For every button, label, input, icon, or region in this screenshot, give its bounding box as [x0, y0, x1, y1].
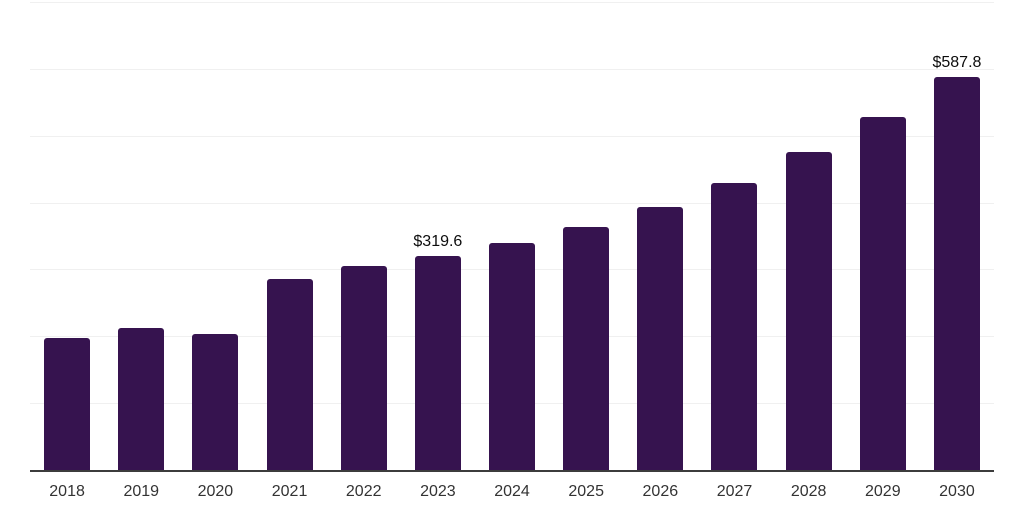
bar-2029 [859, 117, 906, 470]
bar-slot-2018 [30, 2, 104, 470]
x-tick-label-2019: 2019 [123, 483, 160, 500]
bar-2030 [933, 77, 980, 470]
bar-2026 [637, 207, 684, 470]
bar-2022 [340, 266, 387, 470]
bar-slot-2028 [772, 2, 846, 470]
bar-slot-2027 [697, 2, 771, 470]
bar-slot-2030: $587.8 [920, 2, 994, 470]
bar-2019 [118, 328, 165, 470]
plot-area: $319.6 $587.8 [30, 2, 994, 470]
x-tick-label-2018: 2018 [49, 483, 85, 500]
x-tick-label-2022: 2022 [345, 483, 382, 500]
bar-slot-2020 [178, 2, 252, 470]
x-tick-label-2028: 2028 [790, 483, 827, 500]
bar-2024 [489, 243, 536, 470]
gridline [30, 135, 994, 137]
x-tick-label-2026: 2026 [642, 483, 679, 500]
bar-slot-2025 [549, 2, 623, 470]
x-axis-labels: 2018 2019 2020 2021 2022 2023 2024 2025 2026 2027… [30, 482, 994, 502]
x-tick-label-2025: 2025 [568, 483, 604, 500]
x-tick-label-2023: 2023 [420, 483, 456, 500]
x-tick-label-2024: 2024 [494, 483, 530, 500]
bar-slot-2021 [252, 2, 326, 470]
gridline [30, 2, 994, 3]
gridline [30, 68, 994, 70]
bar-slot-2024 [475, 2, 549, 470]
x-tick-label-2030: 2030 [939, 483, 975, 500]
bar-value-label-2023: $319.6 [413, 233, 463, 250]
bar-2021 [266, 279, 313, 470]
gridline [30, 202, 994, 204]
bar-slot-2026 [623, 2, 697, 470]
bar-2028 [785, 152, 832, 470]
bar-2020 [192, 334, 239, 470]
x-tick-label-2029: 2029 [865, 483, 901, 500]
x-tick-label-2021: 2021 [271, 483, 308, 500]
bar-slot-2023: $319.6 [401, 2, 475, 470]
x-tick-label-2027: 2027 [716, 483, 753, 500]
bar-2023 [414, 256, 461, 470]
bar-value-label-2030: $587.8 [932, 54, 982, 71]
x-axis-line [30, 470, 994, 472]
x-tick-label-2020: 2020 [197, 483, 234, 500]
bar-2025 [563, 227, 610, 470]
bar-2027 [711, 183, 758, 470]
bars: $319.6 $587.8 [30, 2, 994, 470]
bar-slot-2029 [846, 2, 920, 470]
bar-slot-2019 [104, 2, 178, 470]
bar-slot-2022 [327, 2, 401, 470]
bar-2018 [44, 338, 91, 470]
